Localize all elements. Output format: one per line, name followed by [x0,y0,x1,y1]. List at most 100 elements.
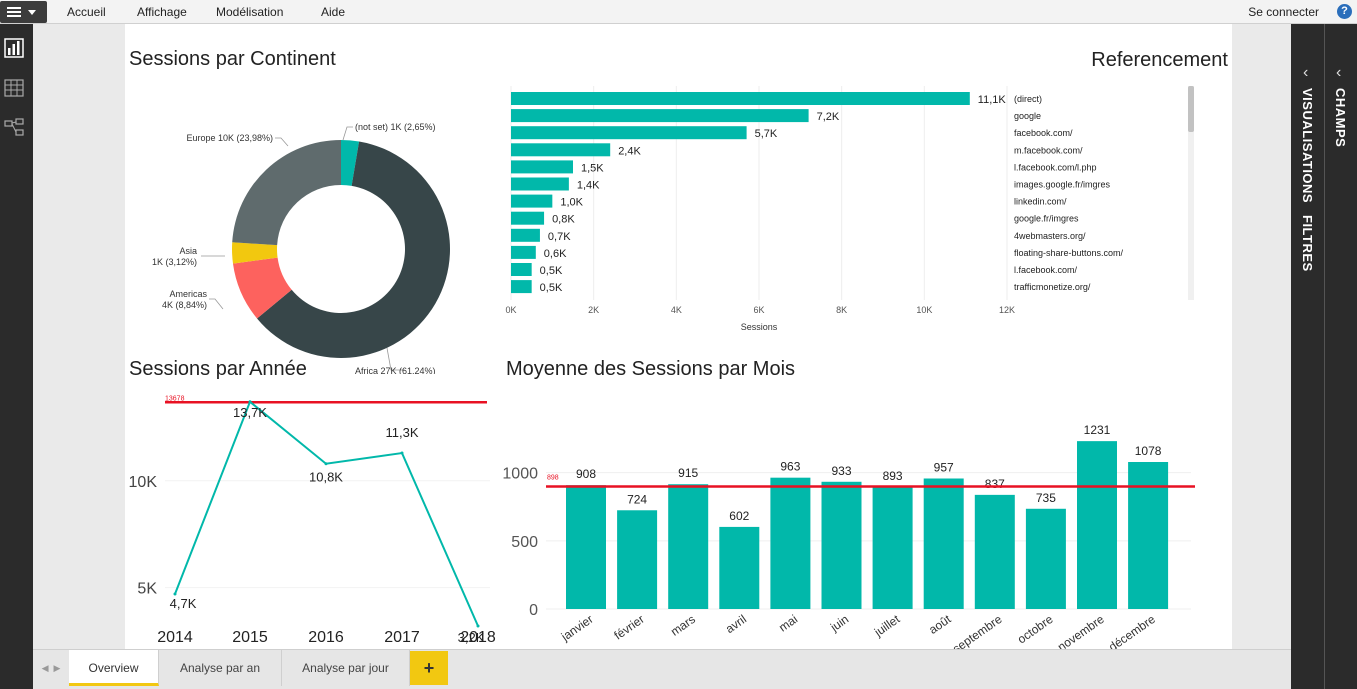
donut-label-europe: Europe 10K (23,98%) [186,133,273,143]
bar-1[interactable] [511,109,809,123]
x-axis-title: Sessions [741,322,778,332]
bar-0[interactable] [511,92,970,105]
month-bar-11[interactable] [1128,462,1169,609]
referencement-scrollbar[interactable] [1188,86,1194,300]
continent-donut-chart[interactable]: (not set) 1K (2,65%) Africa 27K (61,24%) A… [125,84,505,374]
month-bar-10[interactable] [1077,441,1117,609]
month-bar-8[interactable] [974,494,1015,609]
leader-line-notset [342,126,353,141]
tab-overview[interactable]: Overview [69,650,159,686]
chevron-left-icon[interactable]: ‹ [1303,64,1309,81]
donut-slice-notset[interactable] [341,140,360,186]
bar-2[interactable] [511,126,747,140]
signin-link[interactable]: Se connecter [1248,5,1319,19]
champs-pane[interactable]: ‹ CHAMPS [1325,24,1357,689]
line-point[interactable] [324,462,328,466]
menu-modelisation[interactable]: Modélisation [216,5,284,19]
add-page-button[interactable]: + [410,651,448,685]
x-tick-label: 0K [505,305,516,315]
donut-label-africa: Africa 27K (61,24%) [355,366,436,374]
line-data-label: 4,7K [170,596,197,611]
menu-aide[interactable]: Aide [321,5,346,19]
month-label: septembre [950,612,1005,649]
donut-slice-africa[interactable] [257,141,450,359]
bar-data-label: 2,4K [618,145,641,157]
bar-chart-icon [4,38,24,58]
month-bar-3[interactable] [719,526,760,609]
month-label: décembre [1106,612,1158,649]
month-bar-1[interactable] [617,510,658,609]
referencement-bar-chart[interactable]: 0K 2K 4K 6K 8K 10K 12K Sessions 11,1K (direct) 7,2… [500,84,1200,339]
bar-data-label: 1231 [1084,423,1111,437]
bar-3[interactable] [511,143,611,157]
month-bar-4[interactable] [770,477,811,609]
line-point[interactable] [248,400,252,404]
mois-bar-chart[interactable]: 0 500 1000 908 janvier 724 février 915 mars 602 av… [500,389,1200,649]
report-view-button[interactable] [0,28,33,68]
line-point[interactable] [476,624,480,628]
tab-scroll-arrows[interactable]: ◀ ▶ [41,663,61,673]
tab-analyse-par-jour[interactable]: Analyse par jour [282,650,410,686]
scrollbar-thumb[interactable] [1188,86,1194,132]
bar-data-label: 893 [883,469,903,483]
bar-5[interactable] [511,177,569,191]
file-menu-button[interactable] [0,1,47,23]
pane-divider [1324,24,1325,689]
line-point[interactable] [400,451,404,455]
donut-slice-europe[interactable] [232,140,341,246]
y-tick-label: 500 [511,534,538,551]
donut-label-asia: 1K (3,12%) [152,257,197,267]
referencement-chart-title: Referencement [1091,49,1228,71]
tab-analyse-par-an[interactable]: Analyse par an [159,650,282,686]
bar-data-label: 7,2K [817,111,840,123]
visualisations-pane[interactable]: ‹ VISUALISATIONS FILTRES [1291,24,1324,689]
bar-11[interactable] [511,280,532,294]
bar-4[interactable] [511,160,573,174]
month-bar-2[interactable] [668,484,709,609]
bar-7[interactable] [511,211,545,225]
category-label: l.facebook.com/l.php [1014,162,1097,172]
menu-bar: Accueil Affichage Modélisation Aide Se c… [0,0,1357,24]
filtres-label[interactable]: FILTRES [1300,215,1315,272]
reference-line-label: 898 [547,475,559,482]
month-bar-7[interactable] [923,478,964,610]
continent-chart-title: Sessions par Continent [129,48,336,70]
month-label: novembre [1055,612,1107,649]
month-label: mars [668,612,698,639]
champs-label[interactable]: CHAMPS [1333,88,1348,148]
donut-slice-americas[interactable] [232,257,292,319]
bar-data-label: 1078 [1135,444,1162,458]
chevron-down-icon [28,10,36,15]
y-tick-label: 1000 [502,466,538,483]
file-menu-icon [7,7,21,17]
relationships-view-button[interactable] [0,108,33,148]
month-bar-5[interactable] [821,481,862,609]
category-label: google [1014,111,1041,121]
bar-8[interactable] [511,228,540,242]
category-label: 4webmasters.org/ [1014,231,1086,241]
month-bar-9[interactable] [1025,508,1066,609]
sessions-line[interactable] [174,400,479,627]
x-tick-label: 2016 [308,629,344,646]
chevron-left-icon[interactable]: ‹ [1336,64,1342,81]
bar-6[interactable] [511,194,553,208]
month-label: juin [827,612,851,635]
menu-affichage[interactable]: Affichage [137,5,187,19]
month-bar-6[interactable] [872,487,913,609]
data-view-button[interactable] [0,68,33,108]
donut-slice-asia[interactable] [232,242,278,264]
help-icon[interactable]: ? [1337,4,1352,19]
bar-data-label: 0,6K [544,248,567,260]
visualisations-label[interactable]: VISUALISATIONS [1300,88,1315,204]
y-tick-label: 0 [529,602,538,619]
bar-data-label: 0,5K [540,282,563,294]
bar-10[interactable] [511,263,532,276]
bar-9[interactable] [511,245,536,259]
bar-data-label: 1,4K [577,180,600,192]
annee-line-chart[interactable]: 5K 10K 13678 4,7K 2014 13,7K 2015 10,8K 2016 11,3… [125,389,505,649]
menu-accueil[interactable]: Accueil [67,5,106,19]
line-point[interactable] [173,592,177,596]
report-page: Sessions par Continent (not set) 1K (2,6… [125,24,1232,649]
leader-line-americas [209,298,224,310]
month-bar-0[interactable] [566,485,606,609]
